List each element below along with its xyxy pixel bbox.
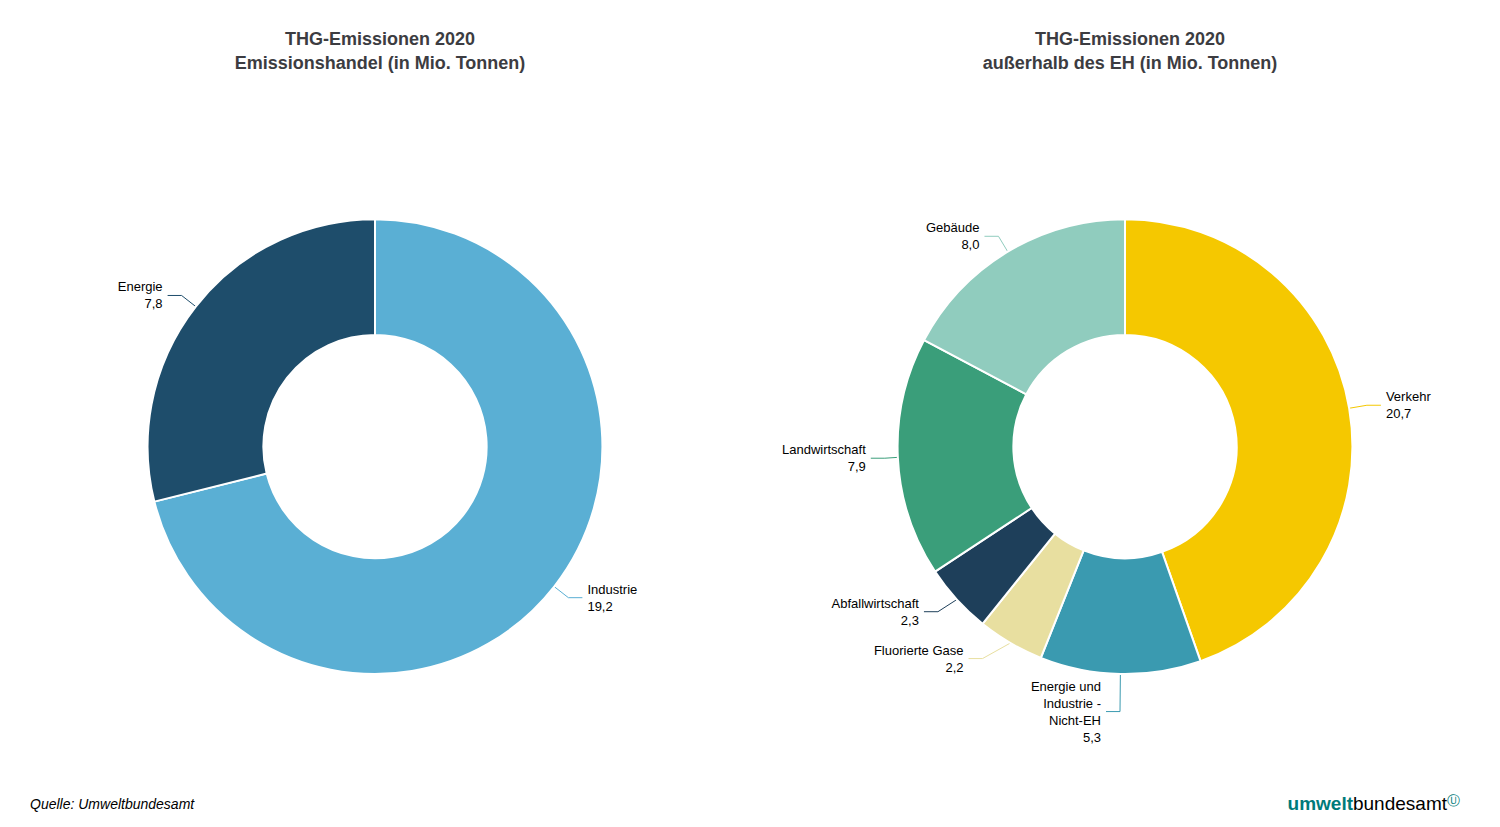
svg-text:8,0: 8,0	[961, 237, 979, 252]
svg-text:außerhalb des EH (in Mio. Tonn: außerhalb des EH (in Mio. Tonnen)	[983, 53, 1278, 73]
svg-text:5,3: 5,3	[1083, 730, 1101, 745]
svg-text:Industrie: Industrie	[587, 582, 637, 597]
svg-text:THG-Emissionen 2020: THG-Emissionen 2020	[1035, 29, 1225, 49]
svg-text:Gebäude: Gebäude	[926, 220, 980, 235]
svg-text:Landwirtschaft: Landwirtschaft	[782, 442, 866, 457]
svg-text:2,2: 2,2	[945, 660, 963, 675]
svg-text:Emissionshandel (in Mio. Tonne: Emissionshandel (in Mio. Tonnen)	[235, 53, 526, 73]
svg-text:Industrie -: Industrie -	[1043, 696, 1101, 711]
svg-text:20,7: 20,7	[1386, 406, 1411, 421]
svg-text:2,3: 2,3	[901, 613, 919, 628]
svg-text:Nicht-EH: Nicht-EH	[1049, 713, 1101, 728]
svg-text:Energie: Energie	[118, 279, 163, 294]
svg-text:bundesamt: bundesamt	[1353, 793, 1448, 814]
svg-text:Quelle: Umweltbundesamt: Quelle: Umweltbundesamt	[30, 796, 195, 812]
svg-text:Verkehr: Verkehr	[1386, 389, 1431, 404]
svg-text:Fluorierte Gase: Fluorierte Gase	[874, 643, 964, 658]
svg-text:7,9: 7,9	[848, 459, 866, 474]
svg-text:Abfallwirtschaft: Abfallwirtschaft	[832, 596, 920, 611]
svg-text:umwelt: umwelt	[1288, 793, 1354, 814]
svg-text:19,2: 19,2	[587, 599, 612, 614]
svg-text:Energie und: Energie und	[1031, 679, 1101, 694]
svg-text:7,8: 7,8	[145, 296, 163, 311]
svg-text:THG-Emissionen 2020: THG-Emissionen 2020	[285, 29, 475, 49]
svg-text:Ⓤ: Ⓤ	[1447, 793, 1460, 808]
